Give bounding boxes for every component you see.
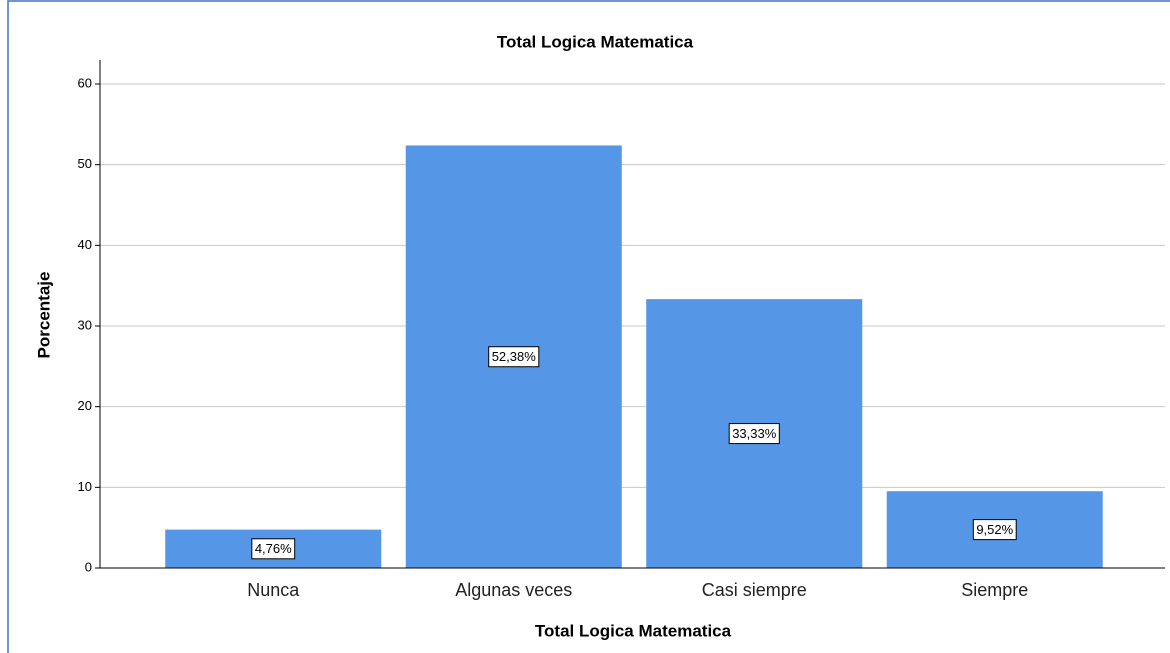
- y-tick-label: 40: [78, 237, 92, 252]
- chart-title: Total Logica Matematica: [497, 32, 694, 51]
- value-label: 52,38%: [492, 349, 537, 364]
- x-tick-label: Nunca: [247, 580, 300, 600]
- y-tick-label: 60: [78, 75, 92, 90]
- value-label: 4,76%: [255, 541, 292, 556]
- x-axis-label: Total Logica Matematica: [535, 621, 732, 640]
- y-tick-label: 20: [78, 398, 92, 413]
- frame: [7, 0, 1170, 653]
- value-label-box: [251, 538, 296, 560]
- y-tick-label: 30: [78, 317, 92, 332]
- x-tick-label: Algunas veces: [455, 580, 572, 600]
- x-tick-label: Casi siempre: [702, 580, 807, 600]
- y-tick-label: 50: [78, 156, 92, 171]
- value-label-box: [728, 423, 780, 445]
- x-tick-label: Siempre: [961, 580, 1028, 600]
- y-tick-label: 0: [85, 559, 92, 574]
- y-axis-label: Porcentaje: [34, 272, 53, 359]
- value-label: 33,33%: [732, 426, 777, 441]
- y-tick-label: 10: [78, 479, 92, 494]
- value-label-box: [972, 519, 1017, 541]
- value-label: 9,52%: [976, 522, 1013, 537]
- value-label-box: [488, 346, 540, 368]
